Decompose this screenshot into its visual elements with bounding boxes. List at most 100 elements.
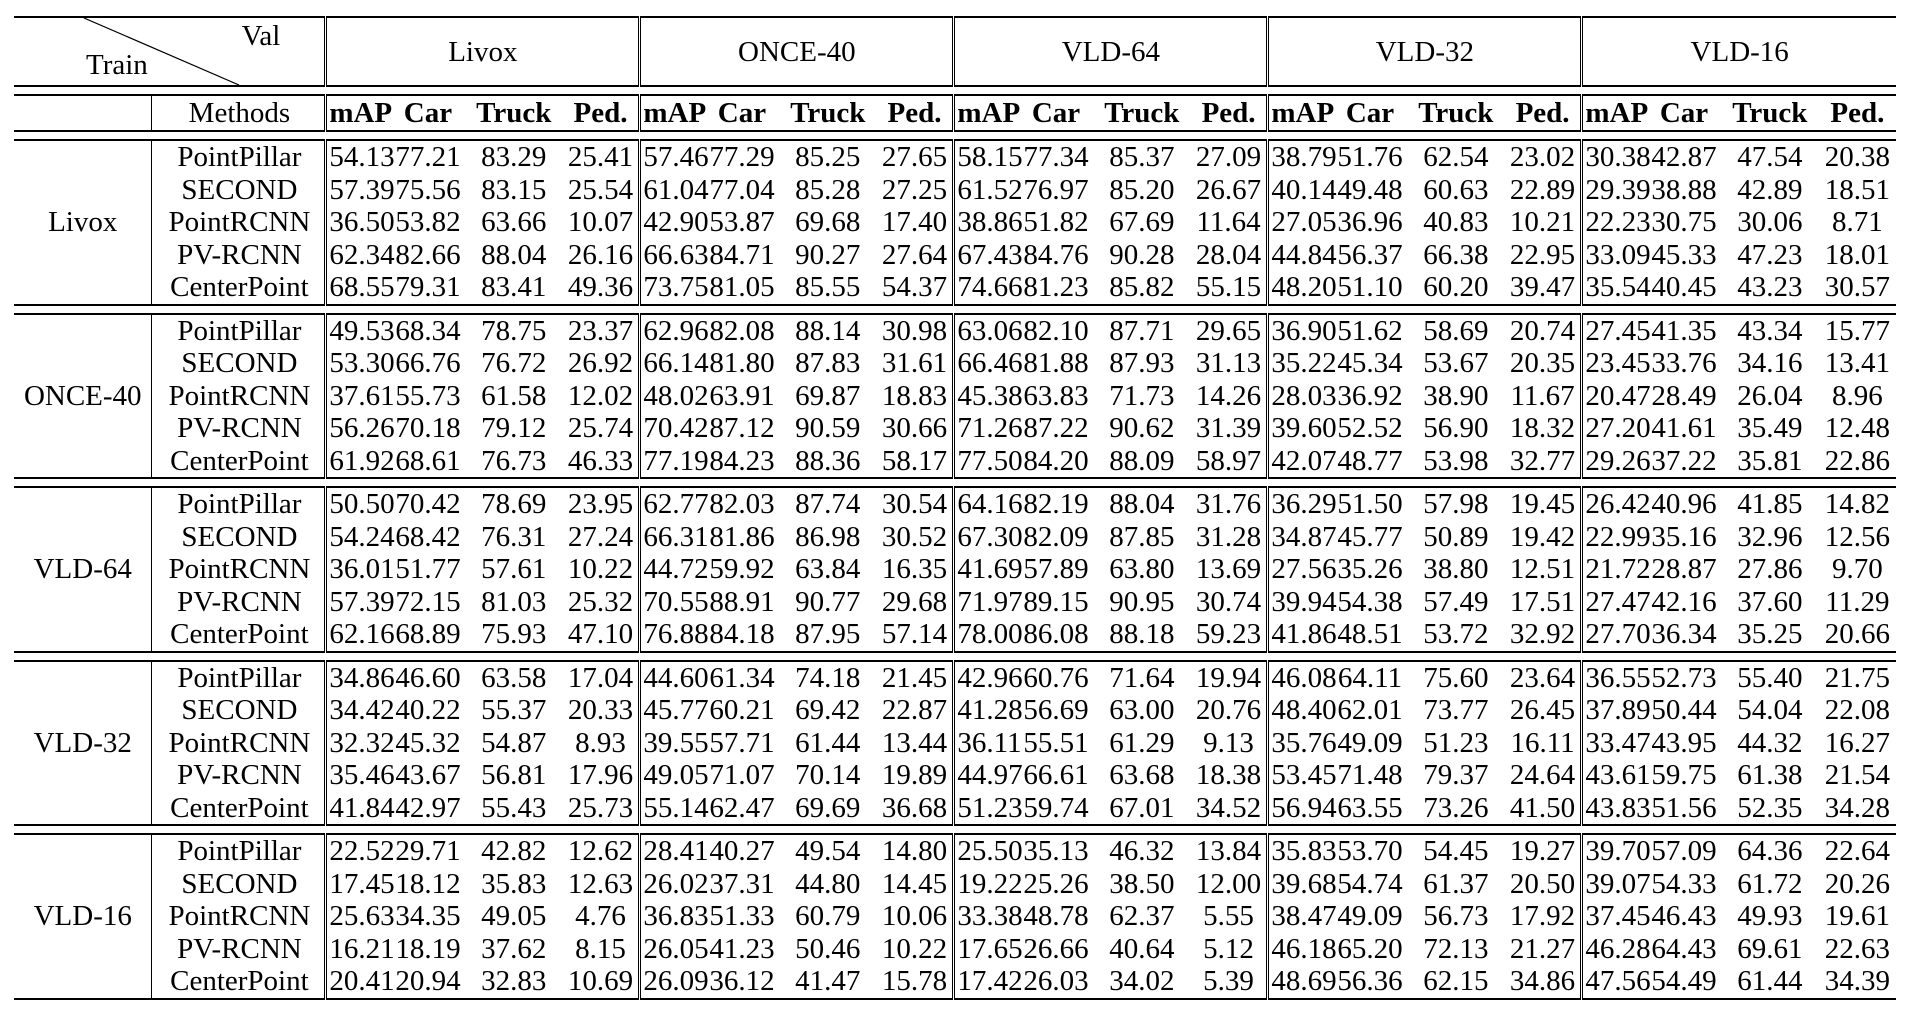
table-cell: 47.54: [1737, 141, 1803, 174]
metric-header: Truck: [476, 97, 552, 129]
table-cell: 46.08: [1266, 660, 1337, 694]
table-cell: 70.42: [638, 412, 709, 445]
table-cell: 50.50: [329, 488, 395, 521]
table-cell: 34.42: [329, 694, 395, 727]
table-cell: 34.39: [1824, 965, 1890, 998]
table-cell: 25.50: [952, 834, 1023, 868]
method-name: PointRCNN: [151, 206, 328, 239]
table-cell: 71.26: [952, 412, 1023, 445]
metric-header: Car: [1031, 97, 1081, 129]
table-row: CenterPoint 20.41 20.94 32.83 10.69 26.09 36.1…: [14, 965, 1896, 999]
table-cell: 90.95: [1109, 585, 1175, 618]
table-cell: 48.77: [1337, 444, 1403, 477]
table-row: VLD-16 PointPillar 22.52 29.71 42.82 12.62 28.…: [14, 834, 1896, 999]
table-cell: 31.39: [1190, 412, 1269, 445]
table-cell: 45.77: [638, 694, 709, 727]
table-cell: 56.37: [1337, 238, 1403, 271]
table-cell: 42.07: [1266, 444, 1337, 478]
table-cell: 35.76: [1266, 726, 1337, 759]
table-cell: 62.77: [638, 487, 709, 521]
table-cell: 62.54: [1423, 141, 1489, 174]
table-cell: 71.07: [709, 759, 775, 792]
table-cell: 27.65: [876, 140, 955, 174]
table-cell: 46.18: [1266, 932, 1337, 965]
method-name: CenterPoint: [151, 444, 328, 478]
method-name: PV-RCNN: [151, 932, 328, 965]
table-cell: 27.86: [1737, 553, 1803, 586]
table-cell: 25.54: [562, 173, 641, 206]
method-name: PointRCNN: [151, 379, 328, 412]
table-cell: 42.96: [952, 660, 1023, 694]
table-cell: 52.73: [1651, 661, 1717, 694]
table-cell: 20.76: [1190, 694, 1269, 727]
table-cell: 39.47: [1504, 271, 1583, 305]
table-cell: 11.29: [1825, 585, 1890, 618]
table-cell: 35.83: [1266, 834, 1337, 868]
table-cell: 46.28: [1580, 932, 1651, 965]
table-cell: 31.13: [1190, 347, 1269, 380]
table-cell: 10.06: [876, 900, 955, 933]
table-cell: 57.89: [1023, 553, 1089, 586]
table-cell: 23.37: [562, 313, 641, 347]
row-separator: [14, 304, 1896, 314]
table-cell: 88.36: [795, 444, 861, 477]
table-cell: 27.24: [562, 520, 641, 553]
table-cell: 61.92: [329, 444, 395, 477]
table-cell: 35.83: [481, 867, 547, 900]
table-cell: 33.38: [952, 900, 1023, 933]
table-row: PV-RCNN 56.26 70.18 79.12 25.74 70.42 87.12 90.…: [14, 412, 1896, 445]
table-cell: 56.69: [1023, 694, 1089, 727]
table-row: CenterPoint 61.92 68.61 76.73 46.33 77.19 84.2…: [14, 444, 1896, 478]
method-name: PointPillar: [151, 140, 328, 174]
table-cell: 51.77: [395, 553, 461, 586]
table-cell: 41.50: [1504, 791, 1583, 825]
table-cell: 45.34: [1337, 347, 1403, 380]
table-cell: 57.46: [638, 140, 709, 174]
table-cell: 78.00: [952, 618, 1023, 652]
table-cell: 42.97: [395, 791, 461, 824]
table-cell: 73.75: [638, 271, 709, 305]
table-cell: 19.61: [1824, 900, 1890, 933]
table-cell: 8.15: [562, 932, 641, 965]
table-cell: 39.94: [1266, 585, 1337, 618]
table-cell: 55.15: [1190, 271, 1269, 305]
table-cell: 26.04: [1737, 379, 1803, 412]
table-cell: 87.95: [795, 618, 861, 651]
table-cell: 88.09: [1109, 444, 1175, 477]
table-cell: 30.66: [876, 412, 955, 445]
table-cell: 66.61: [1023, 759, 1089, 792]
method-name: SECOND: [151, 520, 328, 553]
table-cell: 50.44: [1651, 694, 1717, 727]
table-cell: 38.86: [952, 206, 1023, 239]
table-cell: 71.48: [1337, 759, 1403, 792]
table-cell: 32.77: [1504, 444, 1583, 478]
table-cell: 19.42: [1504, 520, 1583, 553]
table-cell: 38.50: [1109, 867, 1175, 900]
table-cell: 36.96: [1337, 206, 1403, 239]
table-cell: 75.60: [1423, 661, 1489, 694]
method-name: SECOND: [151, 694, 328, 727]
table-cell: 47.10: [562, 618, 641, 652]
table-cell: 68.61: [395, 444, 461, 477]
table-cell: 19.27: [1504, 834, 1583, 868]
table-cell: 57.09: [1651, 835, 1717, 868]
table-cell: 66.76: [395, 347, 461, 380]
table-cell: 71.97: [952, 585, 1023, 618]
table-cell: 68.34: [395, 314, 461, 347]
table-cell: 9.13: [1190, 726, 1269, 759]
table-cell: 90.28: [1109, 238, 1175, 271]
metric-header: Car: [1659, 97, 1709, 129]
table-cell: 57.71: [709, 726, 775, 759]
method-name: CenterPoint: [151, 271, 328, 305]
table-cell: 85.25: [795, 141, 861, 174]
table-cell: 36.50: [329, 206, 395, 239]
table-cell: 5.55: [1190, 900, 1269, 933]
method-name: PointPillar: [151, 834, 328, 868]
table-cell: 62.96: [638, 313, 709, 347]
table-cell: 33.09: [1580, 238, 1651, 271]
table-cell: 63.91: [709, 379, 775, 412]
table-cell: 53.70: [1337, 835, 1403, 868]
table-cell: 67.69: [1109, 206, 1175, 239]
table-cell: 63.84: [795, 553, 861, 586]
table-cell: 62.16: [329, 618, 395, 651]
